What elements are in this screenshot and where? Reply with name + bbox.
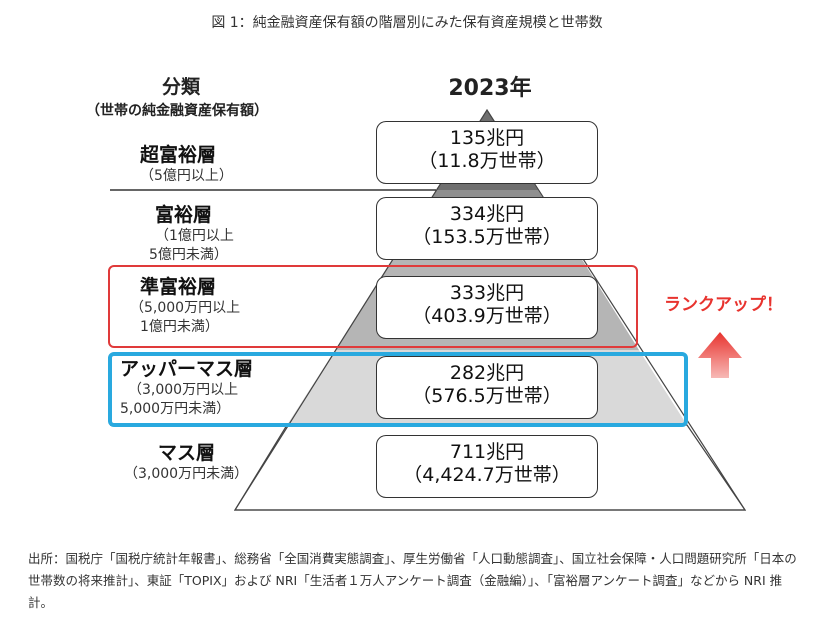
level-range: （1億円以上 — [155, 228, 234, 244]
level-wealthy: 富裕層 （1億円以上 5億円未満） — [149, 200, 234, 265]
household-count: （4,424.7万世帯） — [403, 464, 571, 486]
value-box-ultra-wealthy: 135兆円 （11.8万世帯） — [376, 121, 598, 184]
level-upper-mass: アッパーマス層 （3,000万円以上 5,000万円未満） — [120, 354, 253, 419]
category-subheader: （世帯の純金融資産保有額） — [86, 103, 268, 119]
level-name: 富裕層 — [155, 204, 213, 226]
household-count: （403.9万世帯） — [412, 305, 562, 327]
level-range: （5,000万円以上 — [130, 300, 241, 316]
level-semi-wealthy: 準富裕層 （5,000万円以上 1億円未満） — [130, 272, 240, 337]
level-name: 準富裕層 — [140, 276, 217, 298]
rank-up-label: ランクアップ！ — [664, 295, 783, 315]
level-name: マス層 — [158, 442, 216, 464]
value-box-mass: 711兆円 （4,424.7万世帯） — [376, 435, 598, 498]
level-range: 1億円未満） — [140, 319, 219, 335]
asset-amount: 282兆円 — [449, 362, 525, 384]
asset-amount: 334兆円 — [449, 203, 525, 225]
rank-up-arrow-icon — [698, 332, 742, 378]
level-range: 5,000万円未満） — [120, 401, 231, 417]
semi-wealthy-highlight-frame — [108, 265, 638, 348]
level-name: 超富裕層 — [140, 144, 217, 166]
value-box-upper-mass: 282兆円 （576.5万世帯） — [376, 356, 598, 419]
level-range: 5億円未満） — [149, 247, 228, 263]
level-range: （5億円以上） — [140, 168, 233, 184]
household-count: （576.5万世帯） — [412, 385, 562, 407]
household-count: （153.5万世帯） — [412, 226, 562, 248]
asset-amount: 711兆円 — [449, 441, 525, 463]
value-box-wealthy: 334兆円 （153.5万世帯） — [376, 197, 598, 260]
level-range: （3,000万円以上 — [128, 382, 239, 398]
household-count: （11.8万世帯） — [418, 150, 556, 172]
figure-title: 図 1：純金融資産保有額の階層別にみた保有資産規模と世帯数 — [211, 15, 603, 31]
asset-amount: 333兆円 — [449, 282, 525, 304]
level-name: アッパーマス層 — [120, 358, 254, 380]
year-header: 2023年 — [448, 76, 532, 101]
level-mass: マス層 （3,000万円未満） — [124, 438, 248, 484]
level-range: （3,000万円未満） — [124, 466, 249, 482]
value-box-semi-wealthy: 333兆円 （403.9万世帯） — [376, 276, 598, 339]
level-ultra-wealthy: 超富裕層 （5億円以上） — [140, 140, 233, 186]
source-note: 出所：国税庁「国税庁統計年報書」、総務省「全国消費実態調査」、厚生労働省「人口動… — [28, 551, 797, 610]
category-header: 分類 — [162, 76, 201, 98]
upper-mass-highlight-frame — [108, 352, 688, 427]
asset-amount: 135兆円 — [449, 127, 525, 149]
